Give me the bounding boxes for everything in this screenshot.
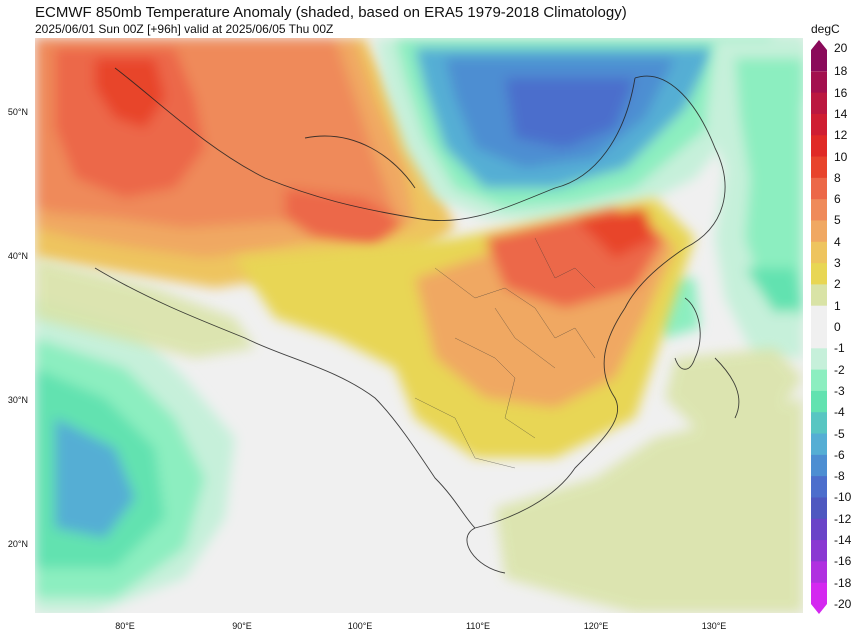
colorbar-tick-label: 8: [834, 170, 841, 185]
colorbar-tick-label: -4: [834, 405, 845, 420]
colorbar-tick-label: -8: [834, 469, 845, 484]
anomaly-map: [35, 38, 803, 613]
colorbar-swatch: [811, 305, 827, 328]
lat-label-40: 40°N: [7, 251, 28, 261]
map-title: ECMWF 850mb Temperature Anomaly (shaded,…: [35, 4, 627, 21]
colorbar-swatch: [811, 113, 827, 136]
colorbar-swatch: [811, 92, 827, 115]
colorbar-swatch: [811, 476, 827, 498]
colorbar-tick-label: 20: [834, 41, 848, 55]
colorbar-tick-label: -18: [834, 575, 852, 590]
colorbar-swatch: [811, 582, 827, 614]
colorbar-tick-label: 18: [834, 64, 848, 79]
colorbar-tick-label: -16: [834, 554, 852, 569]
lon-label-130: 130°E: [701, 621, 727, 631]
colorbar-swatch: [811, 348, 827, 371]
colorbar-swatch: [811, 454, 827, 477]
colorbar-swatch: [811, 561, 827, 584]
lon-label-120: 120°E: [583, 621, 609, 631]
colorbar-tick-label: -6: [834, 447, 845, 462]
colorbar: [811, 40, 827, 614]
colorbar-tick-label: -14: [834, 533, 852, 548]
colorbar-swatch: [811, 412, 827, 435]
colorbar-swatch: [811, 177, 827, 200]
map-subtitle: 2025/06/01 Sun 00Z [+96h] valid at 2025/…: [35, 22, 334, 36]
colorbar-swatch: [811, 390, 827, 413]
colorbar-tick-label: 0: [834, 320, 841, 334]
colorbar-tick-label: 2: [834, 277, 841, 292]
colorbar-tick-label: 12: [834, 128, 848, 143]
colorbar-swatch: [811, 284, 827, 307]
colorbar-tick-label: -10: [834, 490, 852, 505]
lon-label-100: 100°E: [347, 621, 373, 631]
colorbar-swatch: [811, 241, 827, 264]
colorbar-swatch: [811, 135, 827, 158]
colorbar-swatch: [811, 433, 827, 456]
colorbar-swatch: [811, 369, 827, 392]
colorbar-tick-label: 16: [834, 85, 848, 100]
colorbar-tick-label: -20: [834, 597, 852, 611]
colorbar-unit: degC: [811, 22, 840, 36]
colorbar-swatch: [811, 540, 827, 562]
colorbar-tick-label: 4: [834, 234, 841, 249]
colorbar-tick-label: 5: [834, 213, 841, 228]
colorbar-tick-label: 6: [834, 192, 841, 207]
colorbar-tick-label: 1: [834, 298, 841, 313]
colorbar-swatch: [811, 263, 827, 285]
colorbar-swatch: [811, 518, 827, 541]
lon-label-80: 80°E: [115, 621, 135, 631]
colorbar-swatch: [811, 71, 827, 94]
colorbar-tick-label: -2: [834, 362, 845, 377]
colorbar-tick-label: 14: [834, 106, 848, 121]
colorbar-tick-label: -1: [834, 341, 845, 356]
colorbar-tick-label: 10: [834, 149, 848, 164]
colorbar-swatch: [811, 327, 827, 349]
anomaly-shading: [35, 38, 803, 613]
colorbar-tick-label: -12: [834, 511, 852, 526]
lat-label-30: 30°N: [7, 395, 28, 405]
colorbar-swatch: [811, 40, 827, 72]
colorbar-tick-label: 3: [834, 256, 841, 271]
colorbar-swatch: [811, 156, 827, 179]
lon-label-110: 110°E: [466, 621, 490, 631]
colorbar-swatch: [811, 497, 827, 520]
colorbar-tick-label: -5: [834, 426, 845, 441]
lon-label-90: 90°E: [232, 621, 252, 631]
lat-label-50: 50°N: [7, 107, 28, 117]
colorbar-tick-label: -3: [834, 383, 845, 398]
colorbar-swatch: [811, 220, 827, 243]
lat-label-20: 20°N: [7, 539, 28, 549]
colorbar-swatch: [811, 199, 827, 221]
